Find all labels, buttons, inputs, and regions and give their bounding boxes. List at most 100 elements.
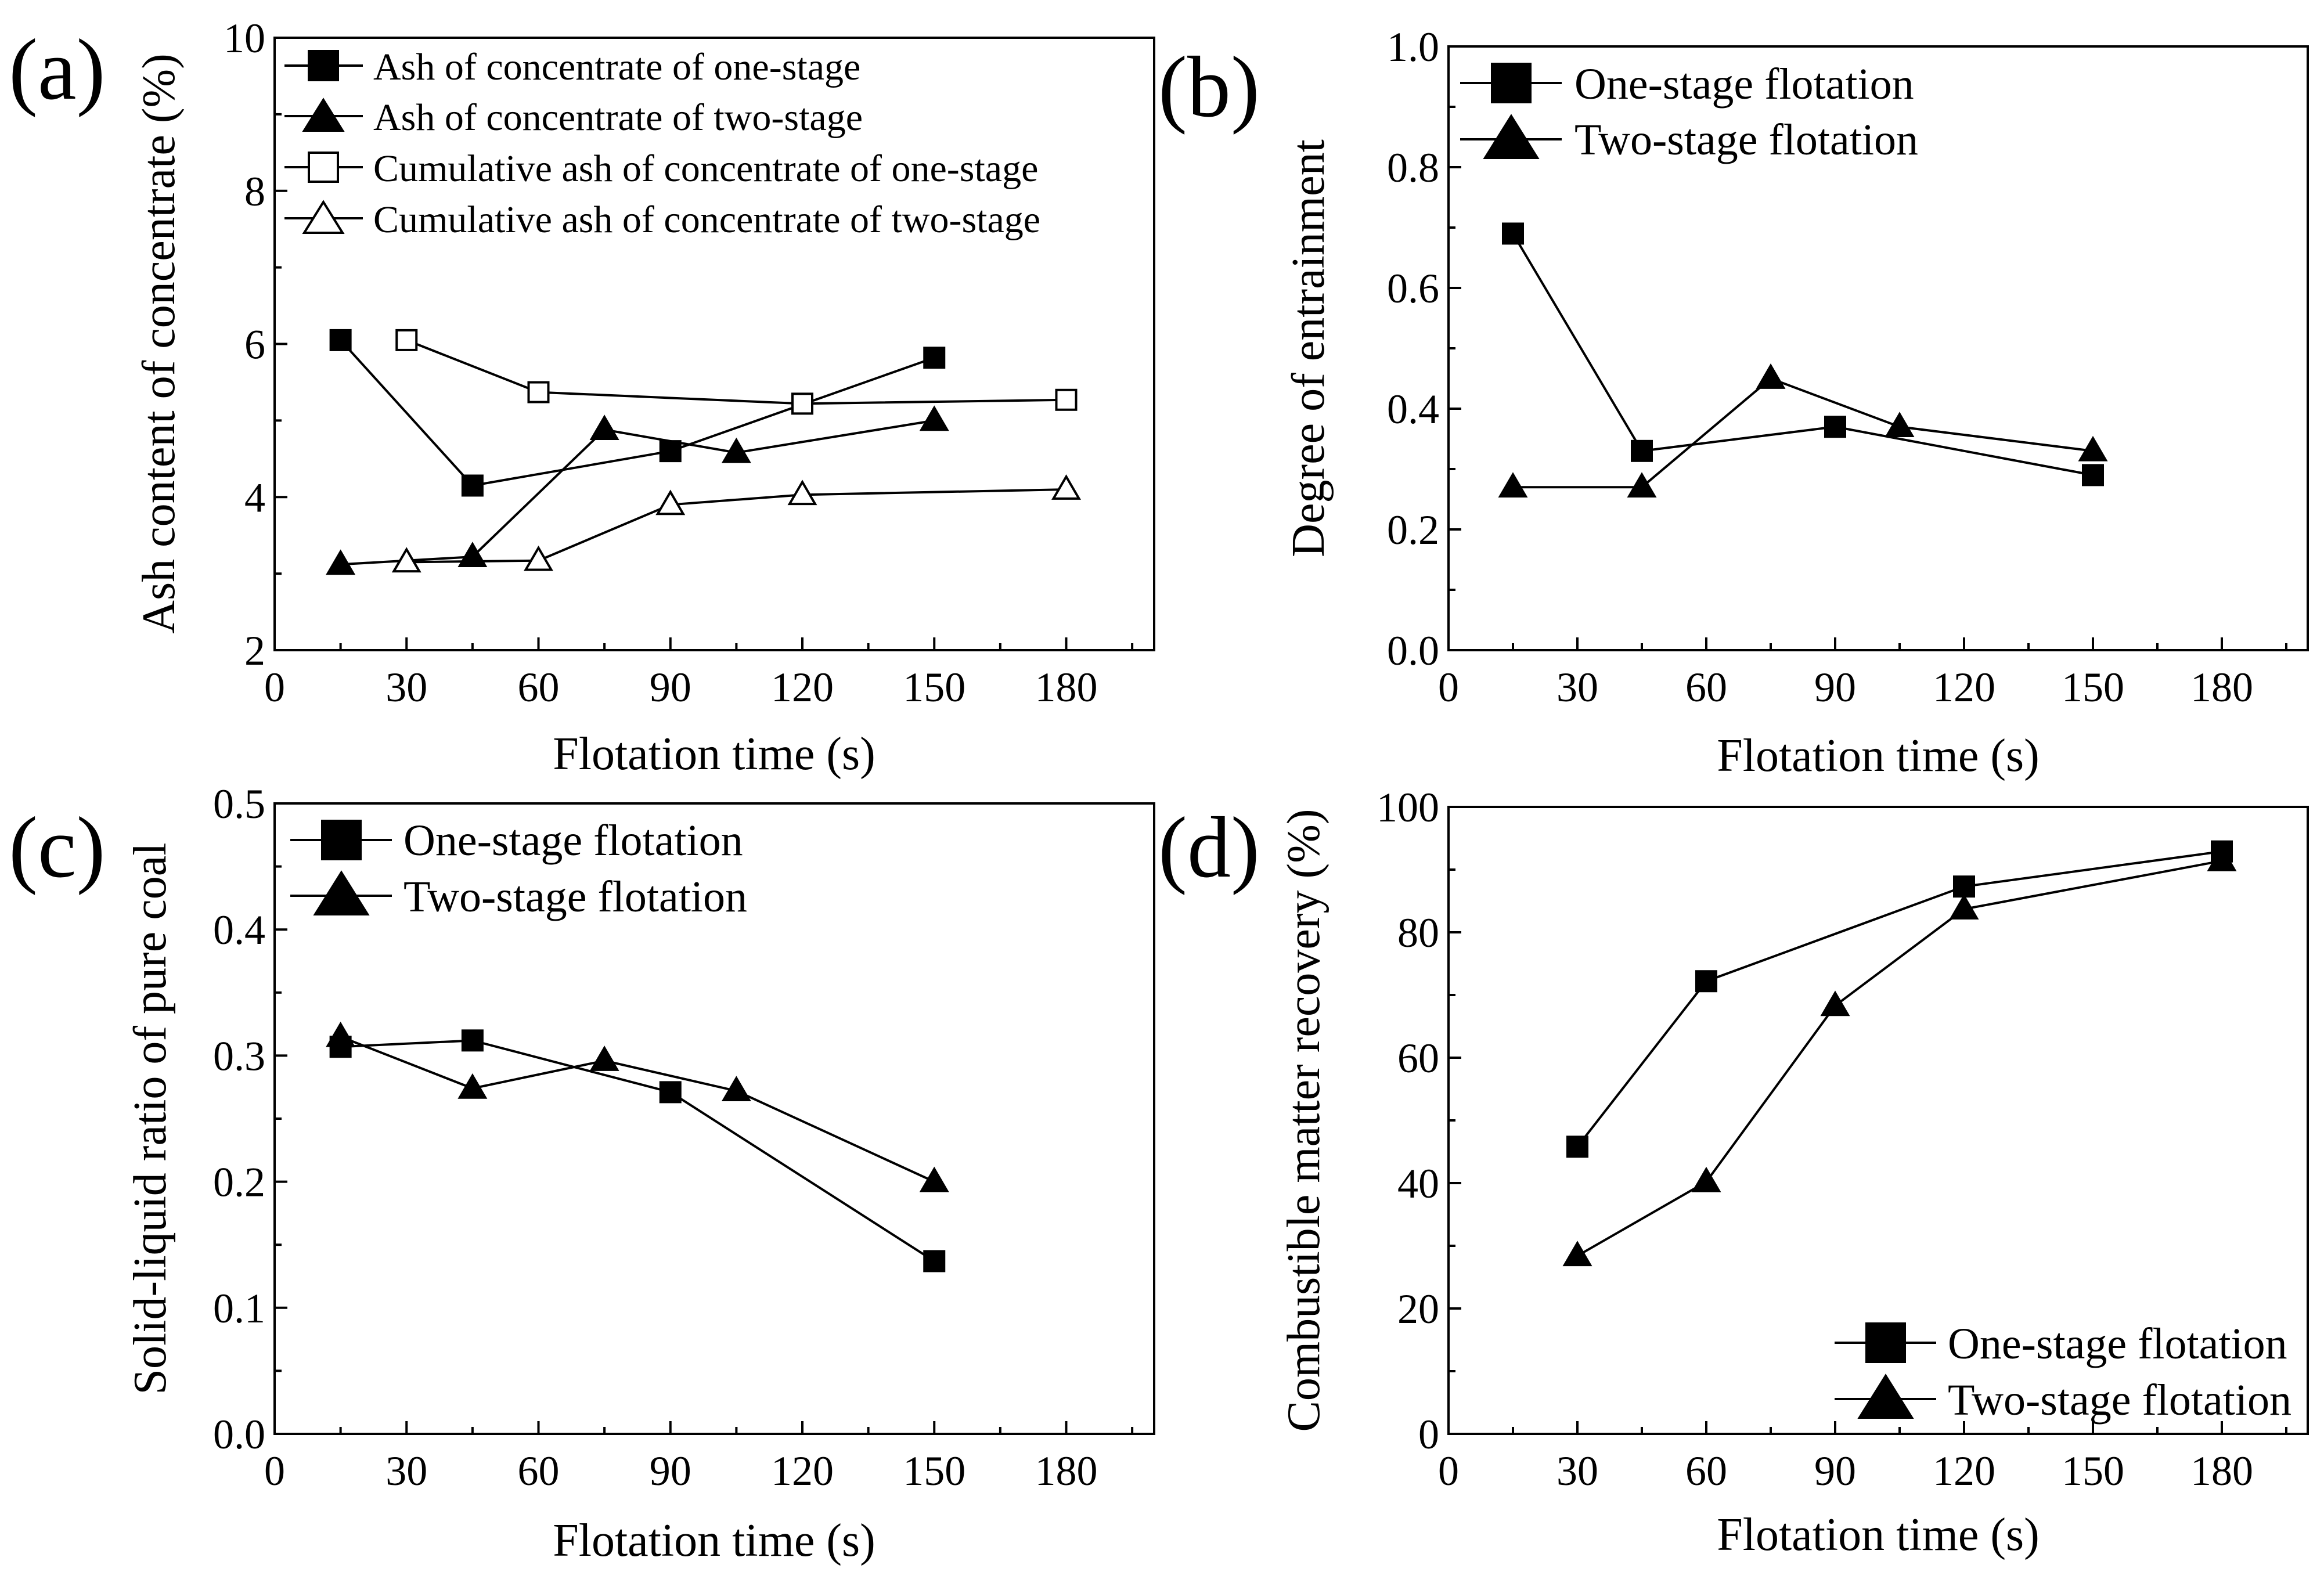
ticks-b: 0 30 60 90 120 150 180 0.0 0.2 0.4 0.6 0.8 1.0	[1387, 24, 2287, 711]
x-tick-label-b: 0	[1438, 664, 1459, 711]
data-point-triangle-d-2	[1949, 894, 1979, 920]
series-c	[326, 1021, 949, 1272]
data-point-triangle-b-2	[2078, 435, 2108, 462]
legend-item-c-2: Two-stage flotation	[290, 870, 747, 921]
y-tick-label-d: 100	[1377, 784, 1439, 831]
legend-item-d-2: Two-stage flotation	[1835, 1373, 2291, 1425]
panel-d: (d) 0 30 60 90 120 150 180 0 20 40 60 80 100 Flotati…	[1158, 784, 2309, 1560]
legend-d: One-stage flotation Two-stage flotation	[1835, 1320, 2291, 1425]
data-point-square-b-1	[1631, 439, 1653, 462]
legend-marker-b-1	[1491, 63, 1532, 103]
x-tick-label-a: 60	[518, 664, 560, 711]
data-point-triangle-a-4	[524, 545, 553, 571]
legend-b: One-stage flotation Two-stage flotation	[1460, 60, 1918, 164]
data-point-square-a-1	[659, 440, 682, 463]
data-point-triangle-b-2	[1885, 412, 1915, 438]
legend-item-d-1: One-stage flotation	[1835, 1320, 2287, 1368]
legend-item-a-4: Cumulative ash of concentrate of two-sta…	[284, 199, 1040, 241]
legend-label-a-4: Cumulative ash of concentrate of two-sta…	[373, 199, 1040, 241]
y-tick-label-d: 80	[1397, 910, 1439, 956]
x-tick-label-d: 90	[1814, 1448, 1856, 1494]
y-tick-label-c: 0.0	[213, 1411, 265, 1458]
y-tick-label-c: 0.1	[213, 1285, 265, 1332]
data-point-square-b-1	[1502, 222, 1524, 245]
data-point-square-c-1	[659, 1081, 682, 1104]
legend-label-d-2: Two-stage flotation	[1948, 1376, 2291, 1425]
panel-letter-a: (a)	[9, 21, 105, 118]
panel-b: (b) 0 30 60 90 120 150 180 0.0 0.2 0.4 0.6 0.8 1.0 F…	[1158, 24, 2309, 781]
data-point-triangle-a-2	[589, 414, 619, 441]
x-tick-label-b: 150	[2062, 664, 2124, 711]
legend-item-a-3: Cumulative ash of concentrate of one-sta…	[284, 147, 1038, 190]
legend-marker-d-1	[1865, 1322, 1906, 1363]
panel-letter-b: (b)	[1158, 39, 1260, 135]
data-point-triangle-d-2	[2207, 845, 2237, 871]
ticks-a: 0 30 60 90 120 150 180 2 4 6 8 10	[224, 15, 1134, 711]
y-tick-label-a: 2	[244, 628, 265, 674]
legend-label-b-1: One-stage flotation	[1574, 60, 1914, 109]
legend-a: Ash of concentrate of one-stage Ash of c…	[284, 46, 1040, 241]
x-tick-label-c: 30	[385, 1448, 427, 1494]
y-tick-label-d: 0	[1418, 1411, 1439, 1458]
x-tick-label-d: 0	[1438, 1448, 1459, 1494]
data-point-triangle-a-2	[721, 437, 751, 463]
legend-marker-b-2	[1483, 114, 1540, 159]
x-axis-label-a: Flotation time (s)	[553, 729, 875, 780]
series-d	[1562, 840, 2237, 1267]
data-point-triangle-d-2	[1691, 1166, 1721, 1192]
x-tick-label-b: 60	[1685, 664, 1727, 711]
legend-marker-a-4	[302, 200, 345, 234]
data-point-triangle-a-4	[1051, 474, 1081, 500]
y-tick-label-b: 0.8	[1387, 145, 1439, 191]
legend-label-a-3: Cumulative ash of concentrate of one-sta…	[373, 147, 1038, 190]
data-point-square-c-1	[923, 1250, 946, 1272]
x-tick-label-a: 120	[771, 664, 834, 711]
data-point-square-c-1	[461, 1029, 484, 1052]
data-point-triangle-a-2	[919, 405, 949, 431]
legend-item-a-2: Ash of concentrate of two-stage	[284, 96, 863, 139]
legend-label-d-1: One-stage flotation	[1948, 1320, 2287, 1368]
y-tick-label-a: 8	[244, 168, 265, 215]
data-point-triangle-b-2	[1498, 472, 1528, 498]
x-tick-label-c: 0	[264, 1448, 285, 1494]
legend-marker-c-2	[313, 870, 370, 915]
y-tick-label-a: 10	[224, 15, 265, 62]
legend-label-a-1: Ash of concentrate of one-stage	[373, 46, 860, 88]
y-tick-label-d: 20	[1397, 1286, 1439, 1332]
data-point-triangle-c-2	[589, 1046, 619, 1071]
series-line-a-3	[406, 339, 1066, 405]
y-tick-label-c: 0.2	[213, 1159, 265, 1206]
data-point-triangle-d-2	[1562, 1241, 1592, 1267]
data-point-square-a-3	[1055, 388, 1078, 411]
panel-a: (a) 0 30 60 90 120 150 180 2 4 6 8 10 Flotation tim…	[9, 15, 1155, 780]
panel-c: (c) 0 30 60 90 120 150 180 0.0 0.1 0.2 0.3 0.4 0.5 F…	[9, 781, 1155, 1566]
legend-item-b-1: One-stage flotation	[1460, 60, 1914, 109]
data-point-triangle-c-2	[326, 1021, 356, 1047]
data-point-triangle-a-4	[787, 480, 817, 506]
data-point-square-a-1	[923, 347, 946, 369]
data-point-square-a-3	[527, 381, 550, 403]
data-point-square-d-1	[1695, 970, 1717, 993]
data-point-square-d-1	[1953, 875, 1975, 898]
legend-item-a-1: Ash of concentrate of one-stage	[284, 46, 860, 88]
legend-label-c-1: One-stage flotation	[403, 816, 743, 865]
x-tick-label-d: 180	[2190, 1448, 2253, 1494]
panel-letter-d: (d)	[1158, 799, 1260, 896]
data-point-triangle-a-2	[326, 549, 356, 575]
legend-label-a-2: Ash of concentrate of two-stage	[373, 96, 863, 139]
x-tick-label-c: 120	[771, 1448, 834, 1494]
ticks-d: 0 30 60 90 120 150 180 0 20 40 60 80 100	[1377, 784, 2287, 1494]
data-point-triangle-c-2	[721, 1076, 751, 1102]
x-tick-label-d: 30	[1556, 1448, 1598, 1494]
data-point-triangle-a-4	[655, 489, 686, 515]
x-tick-label-c: 150	[903, 1448, 965, 1494]
y-tick-label-a: 6	[244, 322, 265, 368]
y-tick-label-b: 1.0	[1387, 24, 1439, 70]
x-tick-label-a: 150	[903, 664, 965, 711]
series-line-b-1	[1512, 233, 2094, 477]
legend-item-c-1: One-stage flotation	[290, 816, 743, 865]
x-tick-label-a: 0	[264, 664, 285, 711]
x-tick-label-c: 90	[650, 1448, 691, 1494]
legend-marker-a-1	[308, 50, 339, 81]
